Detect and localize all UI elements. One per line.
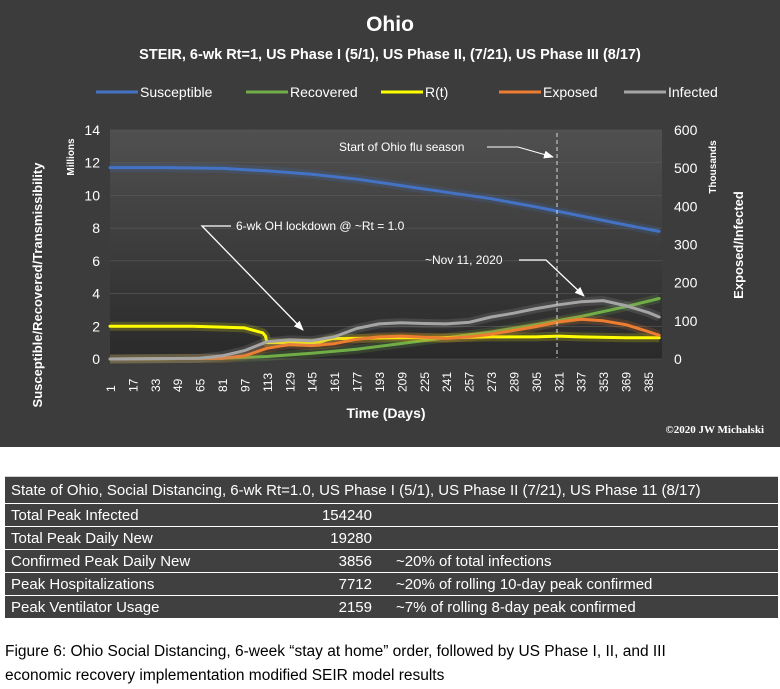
row-label: Total Peak Daily New <box>5 526 296 550</box>
y-left-tick-label: 0 <box>92 351 100 367</box>
annotation-lockdown-arrow <box>200 225 304 331</box>
chart-title: Ohio <box>366 13 414 36</box>
row-note <box>390 503 778 527</box>
x-tick-label: 257 <box>463 372 477 392</box>
x-axis-ticks: 1 17 33 49 65 81 97 113 129 145 161 177 193 209 225 241… <box>104 372 656 392</box>
table-row: Peak Ventilator Usage 2159 ~7% of rollin… <box>5 595 778 619</box>
row-note: ~7% of rolling 8-day peak confirmed <box>390 595 778 619</box>
x-tick-label: 97 <box>238 378 252 392</box>
y-left-tick-label: 12 <box>84 155 100 171</box>
legend-label-infected: Infected <box>668 84 718 100</box>
row-label: Peak Ventilator Usage <box>5 595 296 619</box>
right-unit-label: Thousands <box>708 140 719 194</box>
x-tick-label: 17 <box>126 378 140 392</box>
y-right-tick-label: 300 <box>674 237 698 253</box>
caption-line-2: economic recovery implementation modifie… <box>5 667 445 684</box>
y-left-tick-label: 8 <box>92 220 100 236</box>
y-right-tick-label: 0 <box>674 351 682 367</box>
series-line-susceptible <box>108 166 661 233</box>
x-tick-label: 209 <box>395 372 409 392</box>
x-tick-label: 385 <box>642 372 656 392</box>
table-row: Total Peak Daily New 19280 <box>5 526 778 550</box>
y-left-tick-label: 2 <box>92 318 100 334</box>
x-axis-label: Time (Days) <box>346 405 425 421</box>
row-value: 3856 <box>296 549 390 573</box>
y-left-tick-label: 10 <box>84 187 100 203</box>
annotation-nov-11-arrow <box>519 259 585 297</box>
series-line-r-t <box>108 324 661 345</box>
x-tick-label: 113 <box>261 373 275 392</box>
row-label: Peak Hospitalizations <box>5 572 296 596</box>
row-note: ~20% of total infections <box>390 549 778 573</box>
legend-label-susceptible: Susceptible <box>140 84 213 100</box>
left-unit-label: Millions <box>66 138 77 176</box>
row-value: 19280 <box>296 526 390 550</box>
caption-line-1: Figure 6: Ohio Social Distancing, 6-week… <box>5 643 666 660</box>
x-tick-label: 49 <box>171 378 185 392</box>
table-row: Peak Hospitalizations 7712 ~20% of rolli… <box>5 572 778 596</box>
results-table: State of Ohio, Social Distancing, 6-wk R… <box>5 476 778 619</box>
x-tick-label: 369 <box>620 372 634 392</box>
x-tick-label: 225 <box>418 372 432 392</box>
row-label: Total Peak Infected <box>5 503 296 527</box>
row-label: Confirmed Peak Daily New <box>5 549 296 573</box>
y-right-tick-label: 200 <box>674 275 698 291</box>
x-tick-label: 33 <box>149 378 163 392</box>
x-tick-label: 241 <box>440 372 454 392</box>
x-tick-label: 337 <box>575 372 589 392</box>
x-tick-label: 353 <box>597 372 611 392</box>
chart-panel: Ohio STEIR, 6-wk Rt=1, US Phase I (5/1),… <box>0 0 780 447</box>
y-right-tick-label: 500 <box>674 160 698 176</box>
series-layer <box>108 163 661 364</box>
y-left-tick-label: 4 <box>92 286 100 302</box>
y-right-tick-label: 400 <box>674 198 698 214</box>
gridlines <box>110 129 662 360</box>
results-table-header: State of Ohio, Social Distancing, 6-wk R… <box>5 476 778 504</box>
table-row: Total Peak Infected 154240 <box>5 503 778 527</box>
x-tick-label: 145 <box>306 372 320 392</box>
figure-caption: Figure 6: Ohio Social Distancing, 6-week… <box>5 640 775 688</box>
x-tick-label: 321 <box>552 372 566 392</box>
chart-credit: ©2020 JW Michalski <box>666 424 764 436</box>
annotation-nov-11: ~Nov 11, 2020 <box>425 253 503 267</box>
row-note <box>390 526 778 550</box>
annotation-lockdown: 6-wk OH lockdown @ ~Rt = 1.0 <box>236 219 405 233</box>
annotation-flu-season: Start of Ohio flu season <box>339 140 464 154</box>
legend-label-r-t: R(t) <box>425 84 448 100</box>
chart-subtitle: STEIR, 6-wk Rt=1, US Phase I (5/1), US P… <box>139 47 641 63</box>
chart-legend: Susceptible Recovered R(t) Exposed Infected <box>96 84 718 100</box>
x-tick-label: 129 <box>283 372 297 392</box>
results-table-header-row: State of Ohio, Social Distancing, 6-wk R… <box>5 476 778 504</box>
series-line-exposed <box>108 317 661 361</box>
x-tick-label: 1 <box>104 385 118 392</box>
row-value: 154240 <box>296 503 390 527</box>
x-tick-label: 305 <box>530 372 544 392</box>
series-line-recovered <box>108 297 661 361</box>
table-row: Confirmed Peak Daily New 3856 ~20% of to… <box>5 549 778 573</box>
x-tick-label: 193 <box>373 372 387 392</box>
x-tick-label: 161 <box>328 372 342 392</box>
x-tick-label: 81 <box>216 378 230 392</box>
series-line-infected <box>108 299 661 361</box>
row-note: ~20% of rolling 10-day peak confirmed <box>390 572 778 596</box>
x-tick-label: 273 <box>485 372 499 392</box>
y-right-tick-label: 600 <box>674 122 698 138</box>
row-value: 2159 <box>296 595 390 619</box>
y-left-tick-label: 14 <box>84 122 100 138</box>
legend-label-exposed: Exposed <box>543 84 597 100</box>
x-tick-label: 65 <box>194 378 208 392</box>
y-left-tick-label: 6 <box>92 253 100 269</box>
y-axis-left-label: Susceptible/Recovered/Transmissibility <box>30 162 45 408</box>
row-value: 7712 <box>296 572 390 596</box>
y-axis-right-label: Exposed/Infected <box>731 191 746 299</box>
x-tick-label: 177 <box>351 372 365 392</box>
legend-label-recovered: Recovered <box>290 84 358 100</box>
y-right-tick-label: 100 <box>674 313 698 329</box>
right-axis-ticks: 0 100 200 300 400 500 600 <box>674 122 698 367</box>
left-axis-ticks: 0 2 4 6 8 10 12 14 <box>84 122 100 367</box>
x-tick-label: 289 <box>507 372 521 392</box>
annotation-flu-season-arrow <box>487 146 554 159</box>
chart-svg: Ohio STEIR, 6-wk Rt=1, US Phase I (5/1),… <box>30 13 764 436</box>
